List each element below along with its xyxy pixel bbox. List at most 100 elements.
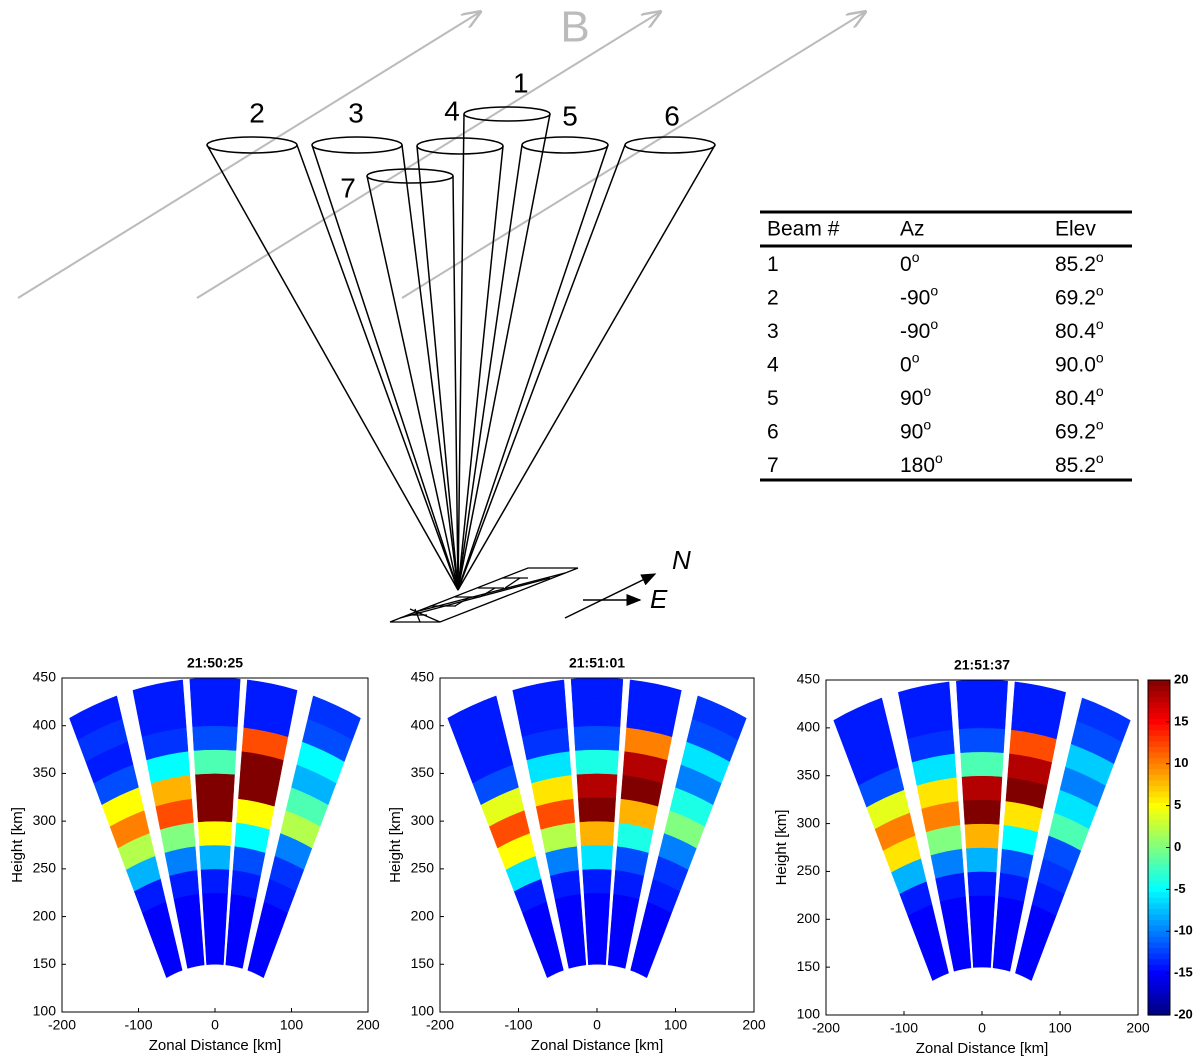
colorbar-swatch <box>1148 686 1170 692</box>
colorbar-swatch <box>1148 993 1170 999</box>
x-tick-label: -200 <box>426 1017 454 1033</box>
cell-text: 180 <box>900 454 935 477</box>
chart-title: 21:51:37 <box>954 657 1010 673</box>
x-tick-label: 200 <box>356 1017 380 1033</box>
x-tick-label: 0 <box>211 1017 219 1033</box>
colorbar-tick-label: 20 <box>1174 671 1188 686</box>
colorbar-swatch <box>1148 691 1170 697</box>
cell-text: 69.2 <box>1055 420 1096 443</box>
colorbar-swatch <box>1148 775 1170 781</box>
colorbar-swatch <box>1148 831 1170 837</box>
cell-text: -90 <box>900 286 930 309</box>
cell-text: 7 <box>767 454 779 477</box>
colorbar-swatch <box>1148 725 1170 731</box>
colorbar-swatch <box>1148 814 1170 820</box>
table-cell: 80.4o <box>1055 383 1104 410</box>
y-tick-label: 300 <box>33 812 57 828</box>
colorbar-swatch <box>1148 954 1170 960</box>
table-cell: 85.2o <box>1055 249 1104 276</box>
colorbar-swatch <box>1148 915 1170 921</box>
colorbar-swatch <box>1148 903 1170 909</box>
fan-cell <box>191 702 239 727</box>
x-tick-label: -100 <box>890 1020 918 1036</box>
fan-cell <box>587 940 607 964</box>
page: B 1 2 3 4 5 6 7 N E Beam #AzElev10o85.2o… <box>0 0 1204 1059</box>
fan-cell <box>228 917 252 945</box>
cell-text: 3 <box>767 320 779 343</box>
degree-mark: o <box>912 349 920 365</box>
colorbar-swatch <box>1148 680 1170 686</box>
y-tick-label: 300 <box>411 812 435 828</box>
y-axis-label: Height [km] <box>387 807 404 883</box>
x-tick-label: 200 <box>742 1017 766 1033</box>
fan-cell <box>574 726 620 751</box>
y-axis-label: Height [km] <box>773 810 790 886</box>
fan-cell <box>193 726 238 751</box>
colorbar-swatch <box>1148 764 1170 770</box>
cell-text: 90 <box>900 420 923 443</box>
fan-cell <box>179 917 203 945</box>
table-header: Beam # <box>767 218 840 241</box>
fan-cell <box>195 773 234 798</box>
table-cell: -90o <box>900 316 938 343</box>
y-tick-label: 450 <box>411 669 435 685</box>
colorbar-swatch <box>1148 792 1170 798</box>
fan-cell <box>197 797 233 822</box>
degree-mark: o <box>1096 416 1104 432</box>
ground-grid <box>390 568 578 622</box>
table-cell: 6 <box>767 420 779 443</box>
colorbar-swatch <box>1148 836 1170 842</box>
fan-cell <box>201 869 229 893</box>
field-label: B <box>560 3 589 52</box>
colorbar-swatch <box>1148 769 1170 775</box>
colorbar-swatch <box>1148 702 1170 708</box>
x-tick-label: -200 <box>812 1020 840 1036</box>
north-label: N <box>672 545 691 575</box>
x-tick-label: -200 <box>48 1017 76 1033</box>
degree-mark: o <box>930 316 938 332</box>
chart-title: 21:51:01 <box>569 655 625 671</box>
cell-text: 90.0 <box>1055 353 1096 376</box>
colorbar-swatch <box>1148 853 1170 859</box>
cell-text: 6 <box>767 420 779 443</box>
colorbar-swatch <box>1148 714 1170 720</box>
degree-mark: o <box>923 416 931 432</box>
colorbar-tick-label: 0 <box>1174 839 1181 854</box>
fan-cell <box>968 871 997 896</box>
y-tick-label: 250 <box>33 860 57 876</box>
fan-cell <box>963 800 1000 825</box>
colorbar-tick-label: 5 <box>1174 797 1181 812</box>
y-tick-label: 250 <box>411 860 435 876</box>
beam-label: 5 <box>562 100 578 131</box>
table-cell: 0o <box>900 249 920 276</box>
colorbar-swatch <box>1148 708 1170 714</box>
chart-title: 21:50:25 <box>187 655 243 671</box>
fan-cell <box>571 678 623 703</box>
fan-cell <box>962 776 1002 801</box>
table-cell: 90o <box>900 383 931 410</box>
y-tick-label: 400 <box>411 716 435 732</box>
cell-text: 4 <box>767 353 779 376</box>
x-axis-label: Zonal Distance [km] <box>531 1037 664 1054</box>
fan-cell <box>972 943 992 967</box>
fan-cell <box>577 773 617 798</box>
fan-cell <box>956 680 1007 705</box>
colorbar-swatch <box>1148 898 1170 904</box>
degree-mark: o <box>1096 349 1104 365</box>
colorbar-swatch <box>1148 892 1170 898</box>
table-cell: 7 <box>767 454 779 477</box>
east-label: E <box>650 584 668 614</box>
colorbar-swatch <box>1148 875 1170 881</box>
fan-cell <box>971 919 994 943</box>
beam-label: 7 <box>340 172 356 203</box>
fan-cell <box>580 821 614 846</box>
degree-mark: o <box>930 282 938 298</box>
cell-text: 69.2 <box>1055 286 1096 309</box>
fan-cell <box>959 728 1005 753</box>
table-cell: 85.2o <box>1055 450 1104 477</box>
degree-mark: o <box>935 450 943 466</box>
cell-text: 85.2 <box>1055 454 1096 477</box>
beam-cones <box>207 107 715 590</box>
fan-cell <box>966 848 997 873</box>
